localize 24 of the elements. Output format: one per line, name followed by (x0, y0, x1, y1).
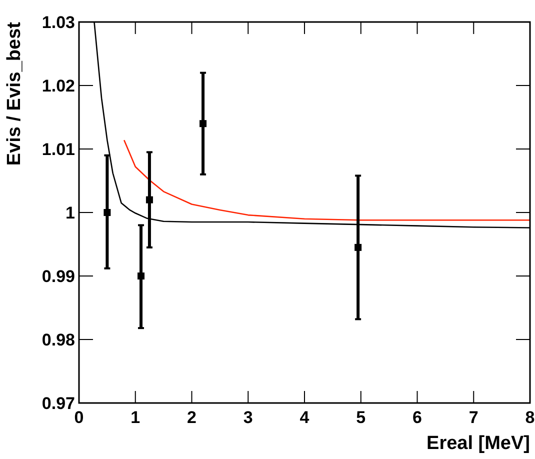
y-tick-label: 1.02 (42, 76, 75, 96)
x-tick-label: 3 (243, 408, 253, 427)
x-tick-label: 6 (412, 408, 422, 427)
point (146, 196, 153, 204)
point (138, 272, 145, 280)
x-tick-label: 8 (525, 408, 535, 427)
point (354, 244, 362, 251)
x-tick-label: 7 (468, 408, 478, 427)
y-tick-label: 1 (66, 204, 75, 222)
x-tick-label: 5 (356, 408, 366, 427)
x-axis-title: Ereal [MeV] (426, 433, 530, 454)
x-tick-label: 4 (300, 408, 310, 427)
x-tick-label: 1 (130, 408, 140, 427)
y-axis-title: Evis / Evis_best (4, 21, 25, 166)
x-tick-label: 2 (187, 408, 196, 427)
y-tick-label: 1.01 (42, 140, 75, 159)
y-tick-label: 0.98 (42, 330, 75, 350)
y-tick-label: 0.97 (42, 394, 75, 413)
line-series (123, 139, 530, 221)
point (104, 209, 111, 216)
point (200, 120, 207, 128)
y-tick-label: 0.99 (42, 267, 75, 286)
y-tick-label: 1.03 (42, 13, 75, 32)
x-tick-label: 0 (74, 408, 84, 427)
